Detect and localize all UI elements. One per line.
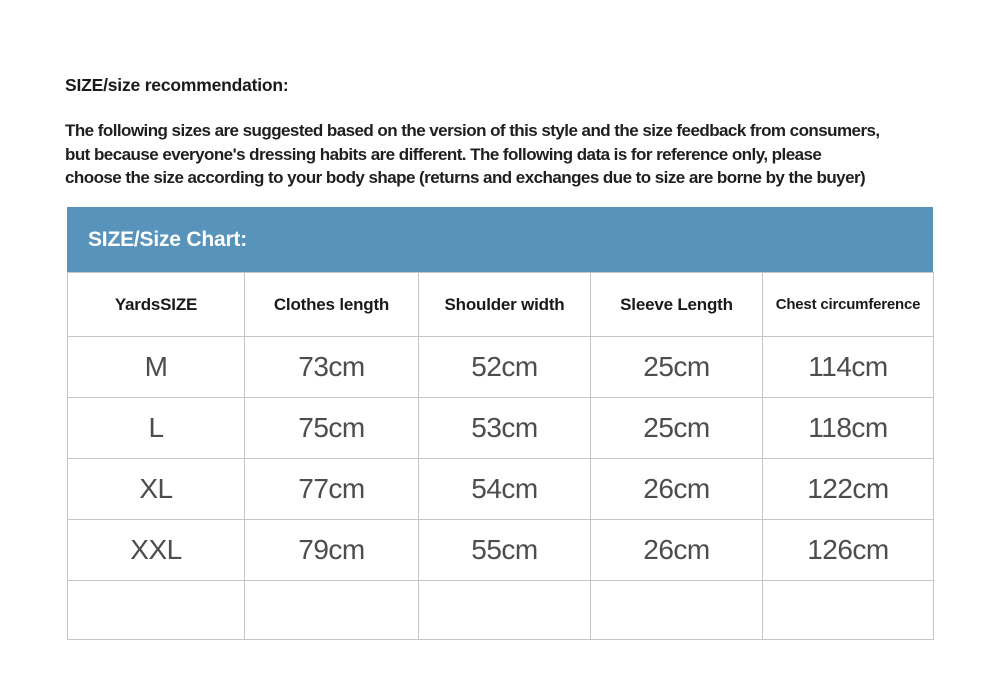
empty-cell	[244, 580, 419, 640]
sleeve-length-value: 25cm	[590, 397, 763, 459]
empty-cell	[590, 580, 763, 640]
size-table-header-row: YardsSIZE Clothes length Shoulder width …	[67, 272, 934, 337]
shoulder-width-value: 54cm	[418, 458, 591, 520]
table-row-empty	[67, 580, 934, 640]
size-chart-banner: SIZE/Size Chart:	[67, 207, 933, 272]
empty-cell	[67, 580, 245, 640]
size-disclaimer: The following sizes are suggested based …	[65, 119, 995, 190]
chest-value: 114cm	[762, 336, 934, 398]
column-header-chest-circumference: Chest circumference	[762, 272, 934, 337]
disclaimer-line: choose the size according to your body s…	[65, 168, 866, 187]
empty-cell	[418, 580, 591, 640]
chest-value: 118cm	[762, 397, 934, 459]
clothes-length-value: 79cm	[244, 519, 419, 581]
size-chart-banner-title: SIZE/Size Chart:	[88, 227, 247, 251]
sleeve-length-value: 25cm	[590, 336, 763, 398]
size-value: XL	[67, 458, 245, 520]
shoulder-width-value: 52cm	[418, 336, 591, 398]
disclaimer-line: but because everyone's dressing habits a…	[65, 144, 822, 164]
sleeve-length-value: 26cm	[590, 519, 763, 581]
shoulder-width-value: 55cm	[418, 519, 591, 581]
column-header-shoulder-width: Shoulder width	[418, 272, 591, 337]
table-row-xl: XL 77cm 54cm 26cm 122cm	[67, 458, 934, 520]
page-title: SIZE/size recommendation:	[65, 75, 289, 95]
disclaimer-line: The following sizes are suggested based …	[65, 121, 880, 140]
table-row-l: L 75cm 53cm 25cm 118cm	[67, 397, 934, 459]
column-header-clothes-length: Clothes length	[244, 272, 419, 337]
clothes-length-value: 75cm	[244, 397, 419, 459]
chest-value: 126cm	[762, 519, 934, 581]
column-header-sleeve-length: Sleeve Length	[590, 272, 763, 337]
shoulder-width-value: 53cm	[418, 397, 591, 459]
size-table: YardsSIZE Clothes length Shoulder width …	[67, 272, 934, 640]
column-header-size: YardsSIZE	[67, 272, 245, 337]
clothes-length-value: 77cm	[244, 458, 419, 520]
table-row-m: M 73cm 52cm 25cm 114cm	[67, 336, 934, 398]
chest-value: 122cm	[762, 458, 934, 520]
sleeve-length-value: 26cm	[590, 458, 763, 520]
table-row-xxl: XXL 79cm 55cm 26cm 126cm	[67, 519, 934, 581]
size-value: M	[67, 336, 245, 398]
size-value: XXL	[67, 519, 245, 581]
size-value: L	[67, 397, 245, 459]
size-chart: SIZE/Size Chart: YardsSIZE Clothes lengt…	[67, 207, 934, 640]
empty-cell	[762, 580, 934, 640]
clothes-length-value: 73cm	[244, 336, 419, 398]
